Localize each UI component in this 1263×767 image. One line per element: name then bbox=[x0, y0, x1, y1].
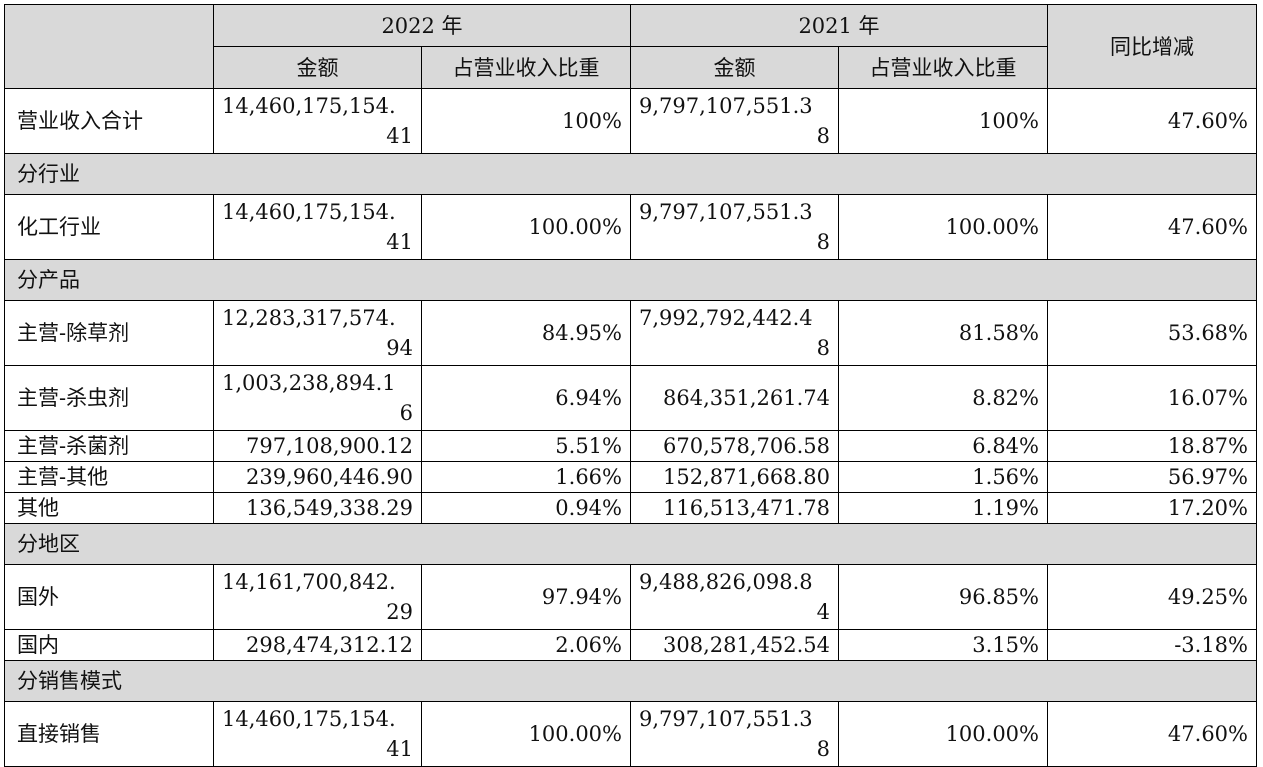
yoy-change: 17.20% bbox=[1047, 492, 1257, 524]
row-label: 国外 bbox=[4, 564, 214, 630]
yoy-change: 47.60% bbox=[1047, 88, 1257, 154]
amount-2021: 9,797,107,551.3 8 bbox=[630, 701, 839, 767]
amount-2022: 298,474,312.12 bbox=[213, 629, 422, 661]
ratio-2021: 100.00% bbox=[838, 701, 1048, 767]
amount-2021: 308,281,452.54 bbox=[630, 629, 839, 661]
ratio-2021: 81.58% bbox=[838, 300, 1048, 366]
revenue-composition-table: 2022 年 2021 年 同比增减 金额 占营业收入比重 金额 占营业收入比重… bbox=[4, 4, 1257, 767]
row-label: 国内 bbox=[4, 629, 214, 661]
section-label: 分销售模式 bbox=[4, 660, 1257, 702]
table-row-insecticide: 主营-杀虫剂 1,003,238,894.1 6 6.94% 864,351,26… bbox=[4, 365, 1257, 431]
ratio-2021: 3.15% bbox=[838, 629, 1048, 661]
row-label: 主营-其他 bbox=[4, 461, 214, 493]
section-label: 分行业 bbox=[4, 153, 1257, 195]
row-label: 其他 bbox=[4, 492, 214, 524]
header-corner bbox=[4, 4, 214, 89]
amount-2021: 670,578,706.58 bbox=[630, 430, 839, 462]
row-label: 主营-除草剂 bbox=[4, 300, 214, 366]
section-row-region: 分地区 bbox=[4, 523, 1257, 565]
amount-2021: 152,871,668.80 bbox=[630, 461, 839, 493]
section-row-sales-mode: 分销售模式 bbox=[4, 660, 1257, 702]
amount-2022: 136,549,338.29 bbox=[213, 492, 422, 524]
ratio-2021: 6.84% bbox=[838, 430, 1048, 462]
section-label: 分产品 bbox=[4, 259, 1257, 301]
header-row-years: 2022 年 2021 年 同比增减 bbox=[4, 4, 1257, 89]
row-label: 主营-杀虫剂 bbox=[4, 365, 214, 431]
table-row-main-other: 主营-其他 239,960,446.90 1.66% 152,871,668.8… bbox=[4, 461, 1257, 493]
table-row-direct-sales: 直接销售 14,460,175,154. 41 100.00% 9,797,107… bbox=[4, 701, 1257, 767]
amount-2022: 14,161,700,842. 29 bbox=[213, 564, 422, 630]
amount-2022: 14,460,175,154. 41 bbox=[213, 88, 422, 154]
ratio-2022: 0.94% bbox=[421, 492, 631, 524]
section-row-product: 分产品 bbox=[4, 259, 1257, 301]
ratio-2022: 97.94% bbox=[421, 564, 631, 630]
ratio-2022: 5.51% bbox=[421, 430, 631, 462]
yoy-change: 56.97% bbox=[1047, 461, 1257, 493]
amount-2022: 14,460,175,154. 41 bbox=[213, 194, 422, 260]
yoy-change: 53.68% bbox=[1047, 300, 1257, 366]
amount-2021: 9,797,107,551.3 8 bbox=[630, 194, 839, 260]
ratio-2022: 100.00% bbox=[421, 194, 631, 260]
table-row-other: 其他 136,549,338.29 0.94% 116,513,471.78 1… bbox=[4, 492, 1257, 524]
ratio-2021: 1.19% bbox=[838, 492, 1048, 524]
amount-2022: 1,003,238,894.1 6 bbox=[213, 365, 422, 431]
table-row-herbicide: 主营-除草剂 12,283,317,574. 94 84.95% 7,992,79… bbox=[4, 300, 1257, 366]
amount-2022: 239,960,446.90 bbox=[213, 461, 422, 493]
header-yoy: 同比增减 bbox=[1047, 4, 1257, 89]
ratio-2022: 100% bbox=[421, 88, 631, 154]
amount-2021: 7,992,792,442.4 8 bbox=[630, 300, 839, 366]
yoy-change: 47.60% bbox=[1047, 194, 1257, 260]
table-row-chem: 化工行业 14,460,175,154. 41 100.00% 9,797,107… bbox=[4, 194, 1257, 260]
table-row-fungicide: 主营-杀菌剂 797,108,900.12 5.51% 670,578,706.… bbox=[4, 430, 1257, 462]
header-amount-2021: 金额 bbox=[630, 46, 839, 89]
ratio-2022: 6.94% bbox=[421, 365, 631, 431]
amount-2021: 116,513,471.78 bbox=[630, 492, 839, 524]
ratio-2021: 96.85% bbox=[838, 564, 1048, 630]
header-year-2022: 2022 年 bbox=[213, 4, 631, 47]
row-label: 营业收入合计 bbox=[4, 88, 214, 154]
ratio-2022: 1.66% bbox=[421, 461, 631, 493]
amount-2021: 864,351,261.74 bbox=[630, 365, 839, 431]
amount-2022: 797,108,900.12 bbox=[213, 430, 422, 462]
ratio-2022: 2.06% bbox=[421, 629, 631, 661]
section-label: 分地区 bbox=[4, 523, 1257, 565]
yoy-change: 47.60% bbox=[1047, 701, 1257, 767]
ratio-2022: 100.00% bbox=[421, 701, 631, 767]
yoy-change: 16.07% bbox=[1047, 365, 1257, 431]
ratio-2021: 8.82% bbox=[838, 365, 1048, 431]
table-row-domestic: 国内 298,474,312.12 2.06% 308,281,452.54 3… bbox=[4, 629, 1257, 661]
ratio-2021: 1.56% bbox=[838, 461, 1048, 493]
yoy-change: 18.87% bbox=[1047, 430, 1257, 462]
amount-2021: 9,488,826,098.8 4 bbox=[630, 564, 839, 630]
header-year-2021: 2021 年 bbox=[630, 4, 1048, 47]
table-row-total: 营业收入合计 14,460,175,154. 41 100% 9,797,107,… bbox=[4, 88, 1257, 154]
row-label: 直接销售 bbox=[4, 701, 214, 767]
ratio-2021: 100% bbox=[838, 88, 1048, 154]
yoy-change: 49.25% bbox=[1047, 564, 1257, 630]
amount-2021: 9,797,107,551.3 8 bbox=[630, 88, 839, 154]
ratio-2022: 84.95% bbox=[421, 300, 631, 366]
section-row-industry: 分行业 bbox=[4, 153, 1257, 195]
row-label: 主营-杀菌剂 bbox=[4, 430, 214, 462]
ratio-2021: 100.00% bbox=[838, 194, 1048, 260]
amount-2022: 14,460,175,154. 41 bbox=[213, 701, 422, 767]
yoy-change: -3.18% bbox=[1047, 629, 1257, 661]
table-row-abroad: 国外 14,161,700,842. 29 97.94% 9,488,826,09… bbox=[4, 564, 1257, 630]
amount-2022: 12,283,317,574. 94 bbox=[213, 300, 422, 366]
row-label: 化工行业 bbox=[4, 194, 214, 260]
header-amount-2022: 金额 bbox=[213, 46, 422, 89]
header-ratio-2021: 占营业收入比重 bbox=[838, 46, 1048, 89]
header-row-columns: 金额 占营业收入比重 金额 占营业收入比重 bbox=[5, 46, 1257, 89]
header-ratio-2022: 占营业收入比重 bbox=[421, 46, 631, 89]
